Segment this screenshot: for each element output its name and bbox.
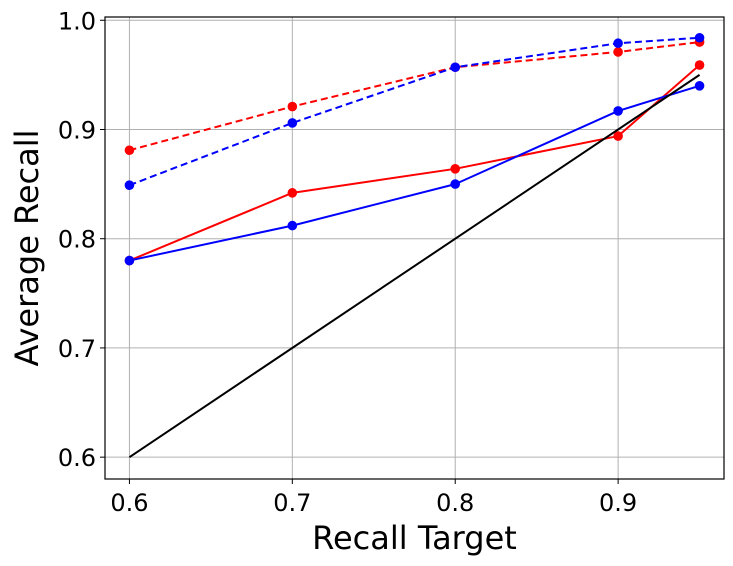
data-point — [287, 101, 298, 112]
series-layer — [124, 32, 705, 458]
data-point — [124, 255, 135, 266]
data-point — [694, 32, 705, 43]
x-tick-label: 0.9 — [599, 489, 637, 517]
x-tick-label: 0.8 — [436, 489, 474, 517]
data-point — [613, 131, 623, 141]
data-point — [694, 81, 705, 91]
data-point — [613, 38, 623, 49]
data-point — [450, 62, 461, 73]
series-4 — [128, 74, 701, 458]
y-axis-label: Average Recall — [8, 129, 46, 366]
x-axis-label: Recall Target — [312, 519, 517, 557]
data-point — [613, 47, 623, 57]
data-point — [287, 220, 298, 231]
y-tick-label: 1.0 — [58, 7, 96, 35]
y-tick-label: 0.8 — [58, 226, 96, 254]
series-line — [129, 64, 701, 262]
data-point — [450, 179, 461, 189]
data-point — [124, 180, 135, 190]
data-point — [287, 118, 298, 128]
y-tick-label: 0.7 — [58, 335, 96, 363]
x-tick-label: 0.7 — [273, 489, 311, 517]
grid — [105, 17, 724, 479]
series-1 — [124, 32, 705, 190]
x-tick-label: 0.6 — [110, 489, 148, 517]
data-point — [124, 145, 135, 156]
series-3 — [124, 81, 705, 266]
y-tick-label: 0.6 — [58, 444, 96, 472]
series-line — [128, 74, 701, 458]
data-point — [287, 188, 298, 198]
y-tick-label: 0.9 — [58, 116, 96, 144]
data-point — [613, 106, 623, 116]
data-point — [694, 60, 705, 70]
data-point — [450, 164, 461, 174]
series-2 — [124, 60, 705, 266]
axis-ticks: 0.6 0.7 0.8 0.9 0.6 0.7 0.8 0.9 1.0 — [58, 7, 637, 517]
plot-frame — [104, 16, 725, 480]
